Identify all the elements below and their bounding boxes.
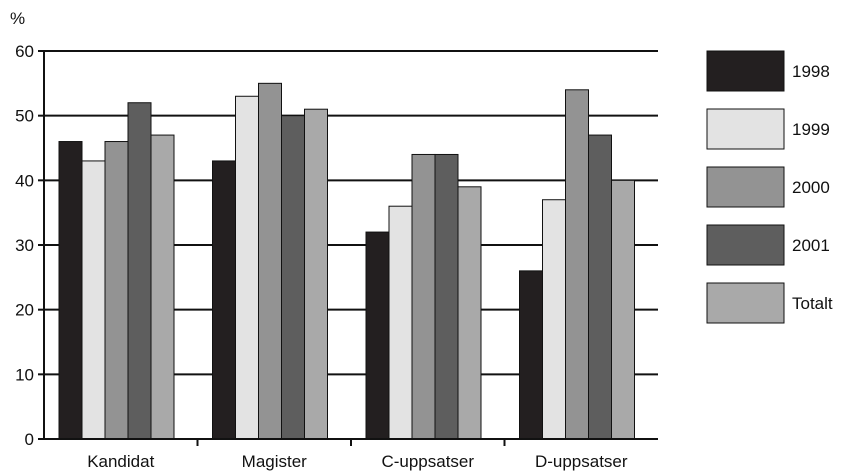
bar-totalt-d-uppsatser <box>611 179 635 440</box>
bar-1998-c-uppsatser <box>365 231 390 440</box>
legend-label-1999: 1999 <box>792 120 830 139</box>
bar-2000-c-uppsatser <box>411 153 436 440</box>
bar-totalt-kandidat <box>150 134 175 440</box>
legend-swatch-2001 <box>706 224 785 266</box>
y-tick-label: 30 <box>15 236 34 255</box>
legend-swatch-2000 <box>706 166 785 208</box>
y-tick-label: 0 <box>25 430 34 449</box>
axes <box>38 50 658 446</box>
bar-2001-d-uppsatser <box>588 134 612 440</box>
y-tick-label: 20 <box>15 301 34 320</box>
bar-totalt-magister <box>304 108 328 440</box>
y-tick-label: 50 <box>15 107 34 126</box>
bar-2001-c-uppsatser <box>434 153 459 440</box>
bar-totalt-c-uppsatser <box>457 186 482 440</box>
bar-1999-kandidat <box>81 160 106 440</box>
legend-swatch-totalt <box>706 282 785 324</box>
legend-swatch-1999 <box>706 108 785 150</box>
y-tick-label: 40 <box>15 171 34 190</box>
legend-label-1998: 1998 <box>792 62 830 81</box>
bar-2000-magister <box>258 82 282 440</box>
legend-swatch-1998 <box>706 50 785 92</box>
bars <box>58 82 635 440</box>
y-tick-label: 10 <box>15 365 34 384</box>
legend-label-2001: 2001 <box>792 236 830 255</box>
bar-1999-magister <box>235 95 259 440</box>
bar-1998-magister <box>212 160 236 440</box>
bar-2001-kandidat <box>127 102 152 440</box>
x-tick-labels: Kandidat Magister C-uppsatser D-uppsatser <box>87 452 628 471</box>
bar-2001-magister <box>281 115 305 440</box>
bar-1999-c-uppsatser <box>388 205 413 440</box>
x-tick-label: Kandidat <box>87 452 154 471</box>
legend: 1998 1999 2000 2001 Totalt <box>706 50 833 324</box>
legend-label-2000: 2000 <box>792 178 830 197</box>
x-tick-label: D-uppsatser <box>535 452 628 471</box>
bar-2000-d-uppsatser <box>565 89 589 440</box>
x-tick-label: C-uppsatser <box>381 452 474 471</box>
bar-1998-d-uppsatser <box>519 270 543 440</box>
legend-label-totalt: Totalt <box>792 294 833 313</box>
y-tick-label: 60 <box>15 42 34 61</box>
y-axis-label: % <box>10 9 25 28</box>
bar-1999-d-uppsatser <box>542 199 566 440</box>
x-tick-label: Magister <box>242 452 308 471</box>
y-tick-labels: 0 10 20 30 40 50 60 <box>15 42 34 449</box>
bar-2000-kandidat <box>104 141 129 440</box>
bar-1998-kandidat <box>58 141 83 440</box>
